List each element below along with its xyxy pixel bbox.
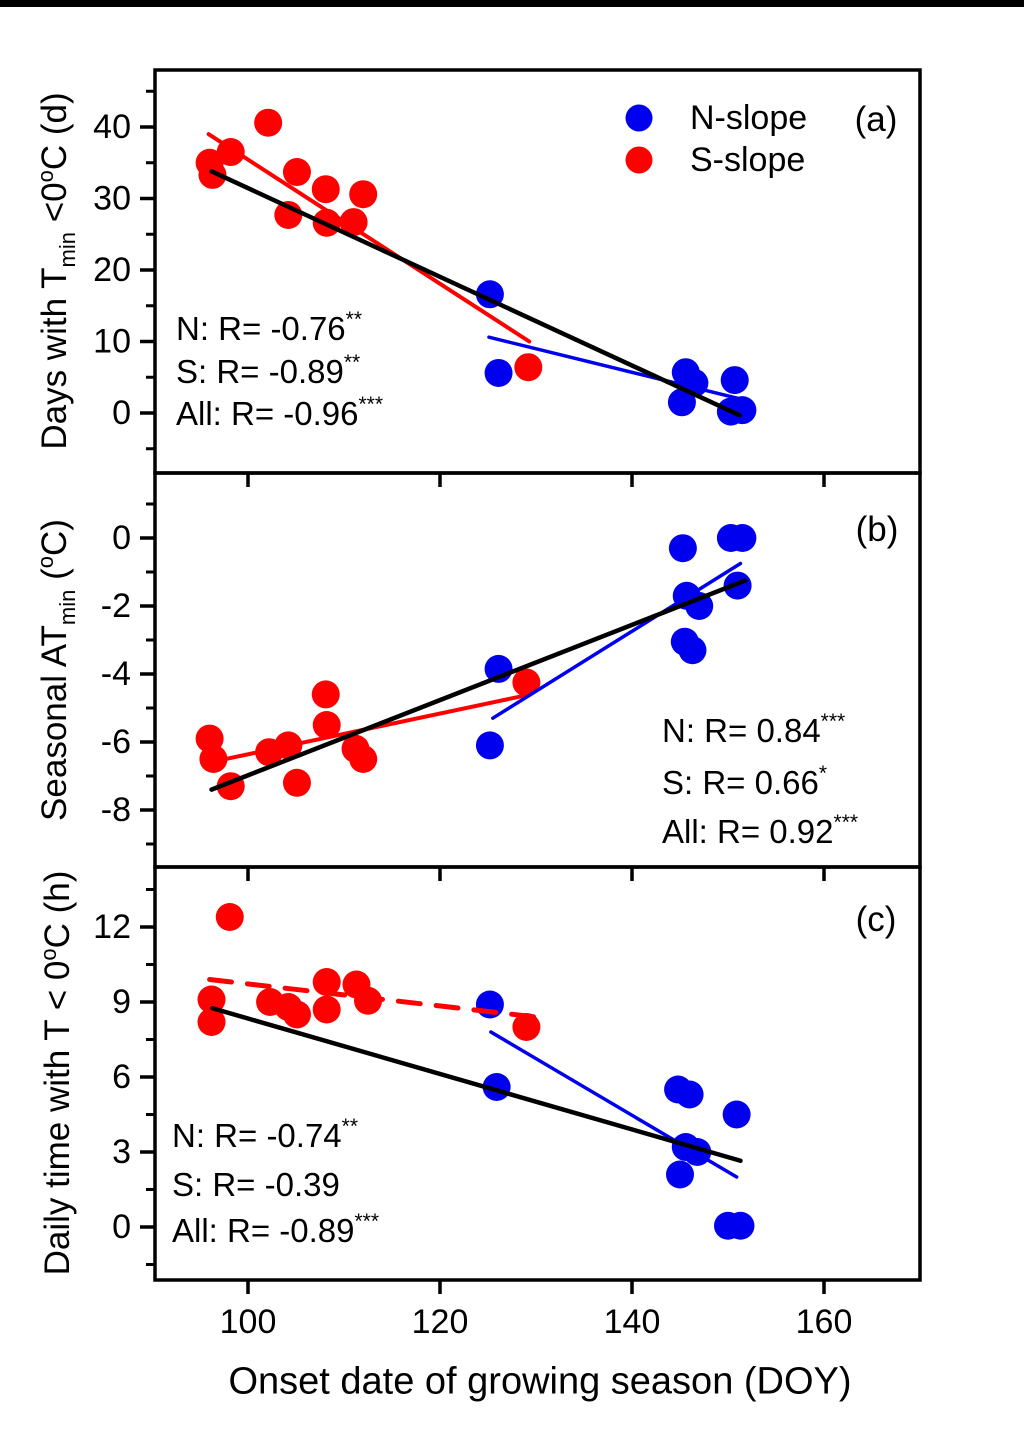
panel-label-c: (c) [856, 900, 897, 939]
data-point-S-slope [349, 180, 378, 209]
x-tick-label: 120 [412, 1303, 469, 1341]
fit-line-All [209, 169, 742, 418]
data-point-S-slope [199, 745, 228, 773]
y-axis-title-panel-b: Seasonal ATmin (oC) [33, 519, 81, 821]
y-tick-label: 12 [93, 908, 131, 946]
legend-dot-N-slope [625, 104, 653, 132]
data-point-S-slope [198, 160, 227, 189]
data-point-S-slope [349, 745, 378, 773]
data-point-S-slope [512, 1013, 541, 1041]
panel-label-a: (a) [855, 100, 898, 139]
y-tick-label: 0 [112, 1208, 131, 1246]
y-tick-label: 6 [112, 1058, 131, 1096]
x-tick-label: 140 [604, 1303, 661, 1341]
data-point-S-slope [282, 1000, 311, 1029]
x-axis-title: Onset date of growing season (DOY) [228, 1360, 852, 1403]
x-tick-label: 160 [796, 1303, 853, 1341]
y-title-segment: ( [35, 568, 74, 590]
y-title-sub-segment: min [55, 589, 80, 626]
legend-label-N-slope: N-slope [690, 99, 807, 137]
y-tick-label: 0 [112, 394, 131, 432]
y-axis-title-panel-c: Daily time with T < 0oC (h) [36, 871, 78, 1276]
data-point-S-slope [312, 995, 341, 1024]
data-point-N-slope [475, 990, 504, 1019]
data-point-N-slope [728, 524, 757, 552]
data-point-S-slope [514, 353, 543, 382]
y-title-segment: Seasonal AT [35, 625, 74, 821]
y-title-sup-segment: o [33, 555, 58, 569]
y-title-sup-segment: o [36, 948, 61, 961]
data-point-S-slope [312, 968, 341, 996]
data-point-S-slope [282, 768, 311, 797]
data-point-S-slope [282, 158, 311, 187]
panel-frame-c [153, 865, 922, 1282]
data-point-S-slope [311, 175, 340, 204]
y-tick-label: 10 [93, 323, 131, 361]
annotation-N: N: R= 0.84*** [662, 710, 845, 749]
y-tick-label: 30 [93, 180, 131, 218]
annotation-N: N: R= -0.74** [172, 1115, 358, 1154]
data-point-S-slope [197, 985, 226, 1014]
data-point-N-slope [484, 358, 513, 387]
y-tick-label: 40 [93, 108, 131, 146]
data-point-S-slope [312, 711, 341, 739]
panel-label-b: (b) [856, 510, 899, 549]
y-title-segment: C) [35, 519, 74, 556]
y-title-sub-segment: min [55, 232, 80, 268]
fit-line-All [209, 578, 748, 792]
data-point-S-slope [512, 668, 541, 697]
data-point-S-slope [311, 680, 340, 709]
annotation-All: All: R= 0.92*** [662, 811, 858, 850]
legend-label-S-slope: S-slope [690, 141, 805, 179]
data-point-N-slope [666, 1160, 694, 1189]
data-point-N-slope [726, 1211, 755, 1240]
y-title-segment: C (d) [35, 92, 74, 171]
fit-line-S [206, 132, 532, 344]
y-title-segment: Daily time with T < 0 [38, 960, 77, 1276]
fit-line-S [207, 977, 539, 1020]
y-tick-label: 0 [112, 519, 131, 557]
data-point-N-slope [678, 636, 707, 665]
data-point-N-slope [720, 366, 749, 395]
data-point-N-slope [675, 1080, 704, 1109]
y-axis-title-panel-a: Days with Tmin <0oC (d) [33, 92, 81, 449]
data-point-S-slope [339, 208, 368, 237]
annotation-N: N: R= -0.76** [176, 308, 362, 347]
fit-line-N [491, 561, 743, 720]
data-point-S-slope [354, 986, 382, 1015]
y-tick-label: 9 [112, 983, 131, 1021]
y-tick-label: 20 [93, 251, 131, 289]
data-point-N-slope [475, 731, 504, 760]
annotation-S: S: R= -0.89** [176, 351, 360, 390]
data-point-N-slope [668, 534, 697, 563]
x-tick-label: 100 [220, 1303, 277, 1341]
data-point-N-slope [728, 396, 757, 425]
data-point-S-slope [197, 1008, 226, 1036]
data-point-S-slope [254, 108, 283, 137]
y-tick-label: -8 [101, 791, 131, 829]
data-point-S-slope [215, 903, 244, 931]
top-border-bar [0, 0, 1024, 7]
y-title-segment: Days with T [35, 267, 74, 450]
fit-line-All [210, 1006, 743, 1163]
fit-line-N [489, 1030, 739, 1179]
y-title-segment: C (h) [38, 870, 77, 949]
data-point-N-slope [722, 1100, 751, 1129]
y-title-sup-segment: o [33, 170, 58, 183]
y-tick-label: -4 [101, 655, 131, 693]
annotation-All: All: R= -0.89*** [172, 1210, 379, 1249]
legend-dot-S-slope [625, 146, 653, 174]
y-tick-label: -2 [101, 587, 131, 625]
panel-frame-b [153, 471, 922, 869]
annotation-S: S: R= -0.39 [172, 1166, 340, 1203]
annotation-All: All: R= -0.96*** [176, 393, 383, 432]
fit-line-N [487, 335, 745, 402]
annotation-S: S: R= 0.66* [662, 762, 827, 801]
y-tick-label: 3 [112, 1133, 131, 1171]
y-title-segment: <0 [35, 182, 74, 233]
y-tick-label: -6 [101, 723, 131, 761]
